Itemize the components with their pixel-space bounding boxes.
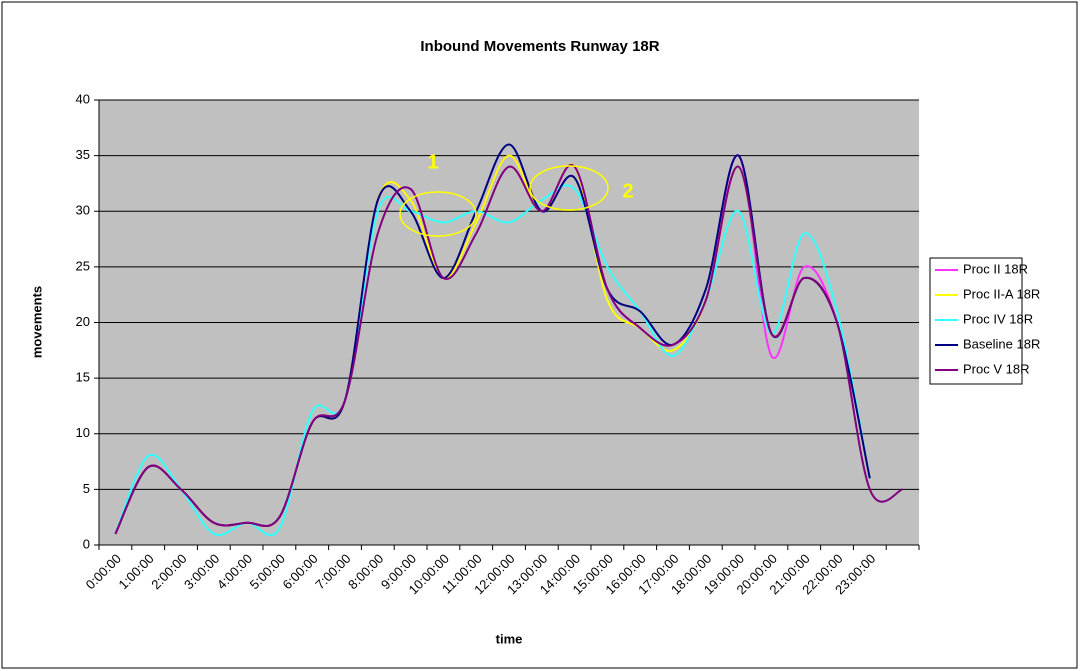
legend-entries: Proc II 18R Proc II-A 18R Proc IV 18R Basel… (935, 261, 1040, 376)
y-tick-label: 10 (76, 425, 90, 440)
annotation-ellipse (399, 191, 477, 237)
y-tick-label: 40 (76, 91, 90, 106)
y-tick-label: 20 (76, 314, 90, 329)
y-axis-title: movements (29, 286, 44, 358)
lines (114, 143, 903, 537)
legend-label: Proc II-A 18R (963, 286, 1040, 301)
annotation-ellipse (529, 165, 609, 211)
y-tick-label: 30 (76, 203, 90, 218)
legend-label: Proc II 18R (963, 261, 1028, 276)
series-line (114, 163, 903, 535)
annotation: 2 (622, 180, 633, 202)
chart-title: Inbound Movements Runway 18R (420, 38, 659, 55)
annotation: 1 (427, 151, 438, 173)
x-axis-title: time (496, 631, 523, 646)
legend-label: Proc V 18R (963, 361, 1029, 376)
y-tick-label: 5 (83, 481, 90, 496)
y-tick-label: 35 (76, 147, 90, 162)
y-tick-label: 15 (76, 370, 90, 385)
y-tick-label: 25 (76, 258, 90, 273)
grid (99, 99, 919, 546)
y-tick-label: 0 (83, 536, 90, 551)
series-line (114, 184, 871, 537)
legend-label: Baseline 18R (963, 336, 1040, 351)
legend-label: Proc IV 18R (963, 311, 1033, 326)
